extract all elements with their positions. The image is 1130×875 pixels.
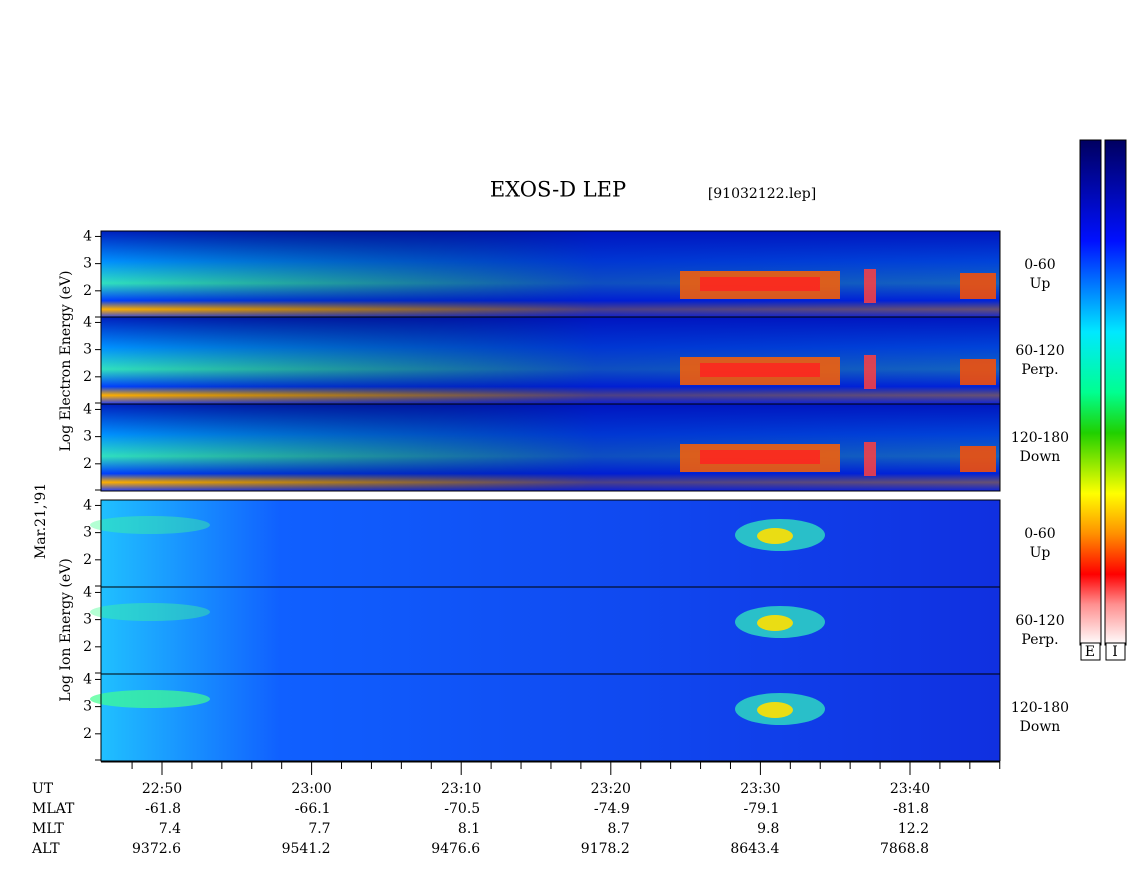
footer-value: 9476.6 [431,841,480,857]
panel-direction: Perp. [1021,632,1058,648]
spectrogram-hot [90,516,210,534]
footer-value: 12.2 [898,821,929,837]
file-name: [91032122.lep] [708,186,816,202]
spectrogram-shade [101,404,1000,491]
y-tick-label: 2 [83,283,92,299]
panel-angle: 120-180 [1011,700,1069,716]
panel-angle: 120-180 [1011,430,1069,446]
spectrogram-hot [700,450,820,464]
y-tick-label: 2 [83,456,92,472]
colorbar [1104,139,1127,646]
x-tick-label: 23:20 [591,781,631,797]
spectrogram [101,674,1000,761]
title: EXOS-D LEP [490,178,626,202]
panel-direction: Perp. [1021,362,1058,378]
panel-angle: 0-60 [1024,526,1055,542]
y-tick-label: 4 [83,497,92,513]
panel-angle: 60-120 [1015,343,1064,359]
panel-direction: Down [1020,449,1061,465]
x-tick-label: 23:30 [740,781,780,797]
colorbar-label: E [1085,644,1095,660]
ion-axis-label: Log Ion Energy (eV) [58,558,74,701]
y-tick-label: 4 [83,228,92,244]
panel-direction: Up [1030,276,1051,292]
spectrogram [101,587,1000,674]
footer-value: 8.7 [608,821,630,837]
footer-value: -61.8 [145,801,181,817]
y-tick-label: 3 [83,429,92,445]
x-tick-label: 23:00 [291,781,331,797]
spectrogram-hot [960,273,996,299]
panel-frame [100,673,1001,762]
spectrogram-shade [101,317,1000,404]
footer-header: ALT [31,841,60,857]
panel-direction: Up [1030,545,1051,561]
y-tick-label: 2 [83,369,92,385]
spectrogram-hot [864,355,876,389]
footer-value: 7868.8 [880,841,929,857]
spectrogram-hot [960,359,996,385]
y-tick-label: 2 [83,726,92,742]
y-tick-label: 4 [83,401,92,417]
spectrogram-hot [700,363,820,377]
y-tick-label: 4 [83,584,92,600]
x-tick-label: 23:10 [441,781,481,797]
y-tick-label: 4 [83,314,92,330]
x-tick-label: 23:40 [890,781,930,797]
footer-header: MLT [32,821,64,837]
spectrogram-hot [757,702,793,718]
spectrogram-hot [864,442,876,476]
footer-value: -74.9 [594,801,630,817]
spectrogram-shade [101,231,1000,318]
y-tick-label: 3 [83,525,92,541]
footer-value: 9.8 [757,821,779,837]
colorbar-box [1105,642,1126,661]
footer-value: 9541.2 [282,841,331,857]
footer-header: MLAT [32,801,75,817]
y-tick-label: 3 [83,342,92,358]
footer-value: -66.1 [295,801,331,817]
y-tick-label: 3 [83,256,92,272]
footer-value: 9372.6 [132,841,181,857]
footer-header: UT [32,781,54,797]
colorbar-box [1080,642,1101,661]
colorbar-label: I [1112,644,1118,660]
x-tick-label: 22:50 [142,781,182,797]
y-tick-label: 2 [83,552,92,568]
y-tick-label: 3 [83,612,92,628]
panel-direction: Down [1020,719,1061,735]
date-label: Mar.21,'91 [33,483,49,559]
spectrogram-hot [700,277,820,291]
y-tick-label: 3 [83,699,92,715]
spectrogram-hot [757,615,793,631]
spectrogram-hot [757,528,793,544]
y-tick-label: 2 [83,639,92,655]
spectrogram-hot [864,269,876,303]
spectrogram-hot [960,446,996,472]
footer-value: 8.1 [458,821,480,837]
y-tick-label: 4 [83,671,92,687]
footer-value: 8643.4 [730,841,779,857]
panel-angle: 0-60 [1024,257,1055,273]
footer-value: 7.4 [159,821,181,837]
spectrogram-hot [90,690,210,708]
panel-angle: 60-120 [1015,613,1064,629]
colorbar [1079,139,1102,646]
footer-value: -79.1 [743,801,779,817]
spectrogram-hot [90,603,210,621]
footer-value: -81.8 [893,801,929,817]
panel-frame [100,403,1001,492]
footer-value: -70.5 [444,801,480,817]
footer-value: 7.7 [308,821,330,837]
footer-value: 9178.2 [581,841,630,857]
spectrogram [101,500,1000,587]
electron-axis-label: Log Electron Energy (eV) [58,270,74,451]
